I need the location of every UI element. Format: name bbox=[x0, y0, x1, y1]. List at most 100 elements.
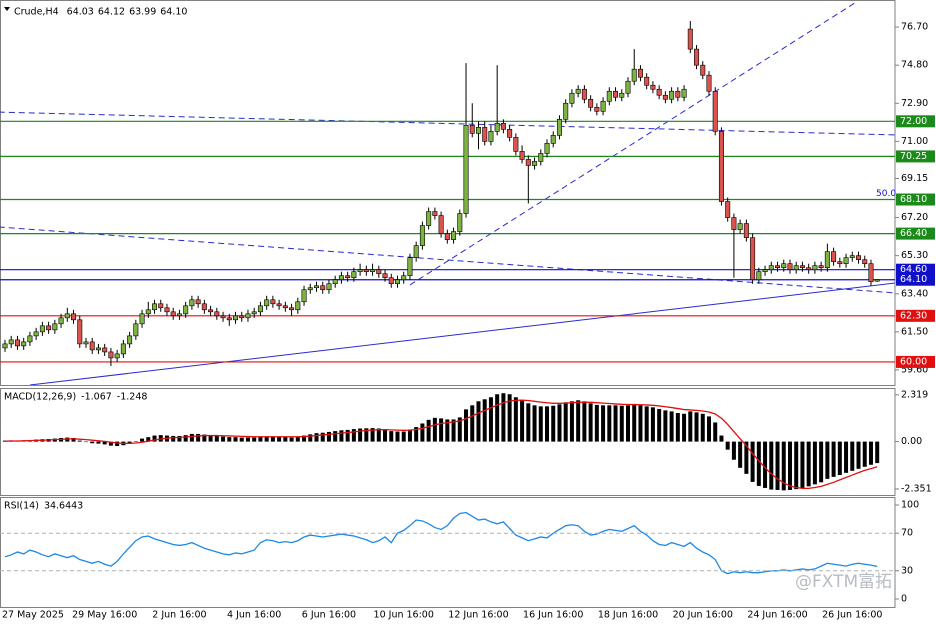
candle-body bbox=[532, 161, 538, 166]
candle-body bbox=[544, 143, 550, 154]
candle-body bbox=[588, 98, 594, 108]
candle-body bbox=[500, 123, 506, 130]
candle-body bbox=[482, 127, 488, 142]
candle-body bbox=[457, 213, 463, 232]
x-tick-label: 16 Jun 16:00 bbox=[523, 610, 583, 621]
candle-body bbox=[706, 74, 712, 92]
candle-body bbox=[619, 92, 625, 98]
level-tag bbox=[896, 273, 935, 286]
macd-bar bbox=[669, 411, 674, 442]
candle-body bbox=[743, 223, 749, 238]
candle-body bbox=[644, 76, 650, 86]
macd-bar bbox=[520, 400, 525, 442]
macd-bar bbox=[800, 441, 805, 488]
macd-bar bbox=[214, 435, 219, 442]
macd-bar bbox=[108, 441, 113, 446]
macd-bar bbox=[476, 401, 481, 442]
candle-body bbox=[737, 223, 743, 230]
macd-bar bbox=[171, 435, 176, 442]
candle-body bbox=[637, 68, 643, 78]
candle-body bbox=[874, 279, 880, 282]
level-tag bbox=[896, 227, 935, 240]
macd-bar bbox=[376, 428, 381, 442]
macd-bar bbox=[787, 441, 792, 490]
macd-bar bbox=[345, 429, 350, 442]
y-tick-label: 0.00 bbox=[901, 436, 922, 447]
candle-body bbox=[762, 269, 768, 273]
candle-body bbox=[712, 90, 718, 132]
candle-body bbox=[89, 341, 95, 351]
macd-bar bbox=[96, 441, 101, 444]
candle-body bbox=[376, 269, 382, 275]
candle-body bbox=[39, 325, 45, 333]
y-tick-label: 59.60 bbox=[901, 364, 928, 375]
macd-bar bbox=[71, 437, 76, 442]
candle-body bbox=[831, 251, 837, 262]
y-tick-label: 67.20 bbox=[901, 212, 928, 223]
candle-body bbox=[120, 343, 126, 355]
x-tick-label: 18 Jun 16:00 bbox=[598, 610, 658, 621]
menu-arrow bbox=[4, 7, 10, 11]
candle-body bbox=[494, 123, 500, 132]
candle-body bbox=[83, 341, 89, 345]
level-tag-label: 60.00 bbox=[900, 356, 927, 367]
macd-bar bbox=[339, 430, 344, 442]
macd-bar bbox=[432, 417, 437, 442]
level-tag-label: 68.10 bbox=[900, 194, 927, 205]
macd-bar bbox=[594, 404, 599, 442]
candle-body bbox=[8, 339, 14, 345]
macd-bar bbox=[725, 441, 730, 450]
macd-bar bbox=[208, 435, 213, 442]
candle-body bbox=[127, 335, 133, 345]
macd-bar bbox=[439, 418, 444, 442]
macd-bar bbox=[501, 393, 506, 442]
macd-bar bbox=[302, 435, 307, 442]
candle-body bbox=[220, 315, 226, 319]
macd-bar bbox=[744, 441, 749, 474]
candle-body bbox=[444, 233, 450, 240]
candle-body bbox=[239, 315, 245, 319]
candle-body bbox=[21, 341, 27, 347]
candle-body bbox=[357, 269, 363, 273]
candle-body bbox=[650, 84, 656, 90]
candle-body bbox=[700, 64, 706, 76]
macd-bar bbox=[83, 441, 88, 443]
candle-body bbox=[394, 279, 400, 285]
candle-body bbox=[108, 351, 114, 359]
macd-bar bbox=[700, 413, 705, 442]
macd-bar bbox=[682, 413, 687, 442]
macd-bar bbox=[663, 410, 668, 442]
candle-body bbox=[233, 315, 239, 321]
candle-body bbox=[102, 347, 108, 353]
candle-body bbox=[849, 255, 855, 258]
signal-line bbox=[4, 399, 878, 489]
ohlc-label: 64.12 bbox=[98, 7, 125, 18]
candle-body bbox=[46, 325, 52, 331]
level-tag bbox=[896, 309, 935, 322]
plot bbox=[0, 2, 895, 385]
candle-body bbox=[301, 289, 307, 303]
macd-bar bbox=[221, 436, 226, 442]
candle-body bbox=[519, 151, 525, 160]
macd-bar bbox=[283, 436, 288, 442]
level-tag-label: 70.25 bbox=[900, 151, 927, 162]
macd-bar bbox=[277, 436, 282, 442]
macd-bar bbox=[326, 431, 331, 442]
macd-bar bbox=[420, 423, 425, 442]
macd-bar bbox=[532, 405, 537, 442]
macd-bar bbox=[407, 429, 412, 442]
macd-bar bbox=[756, 441, 761, 486]
candle-body bbox=[58, 317, 64, 325]
macd-bar bbox=[488, 397, 493, 442]
macd-bar bbox=[414, 427, 419, 442]
x-tick-label: 10 Jun 16:00 bbox=[374, 610, 434, 621]
candle-body bbox=[694, 48, 700, 66]
macd-bar bbox=[513, 397, 518, 442]
candle-body bbox=[251, 311, 257, 315]
candle-body bbox=[613, 90, 619, 98]
candle-body bbox=[750, 237, 756, 281]
candle-body bbox=[164, 307, 170, 313]
candle-body bbox=[725, 201, 731, 218]
